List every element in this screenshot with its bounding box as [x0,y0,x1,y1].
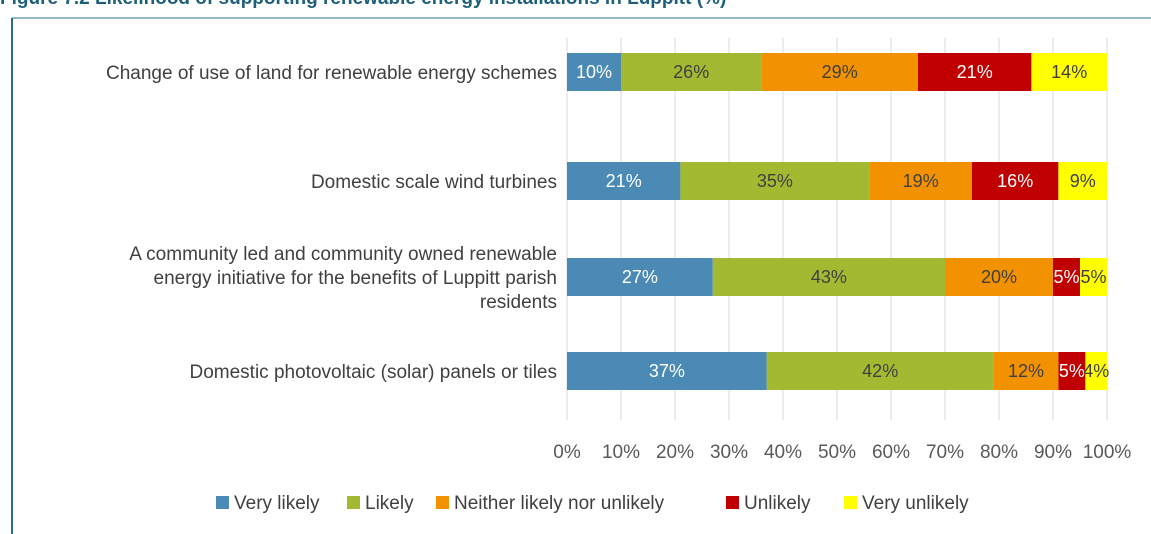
bar-value-label: 9% [1070,171,1096,191]
bar-value-label: 43% [811,267,847,287]
bar-value-label: 5% [1053,267,1079,287]
bar-value-label: 10% [576,62,612,82]
bar-segment [1058,162,1107,200]
bar-segment [680,162,870,200]
x-axis-ticks: 0% 10% 20% 30% 40% 50% 60% 70% 80% 90% 100% [553,442,1131,463]
bar-value-label: 42% [862,361,898,381]
bar-segment [567,258,713,296]
bar-segment [567,53,621,91]
x-tick-label: 10% [602,442,640,463]
bar-segment [918,53,1032,91]
bars: 10% 26% 29% 21% 14% 21% 35% 19% 16% 9% 27% 43% 20% 5%… [567,53,1109,390]
bar-segment [567,162,681,200]
bar-value-label: 21% [957,62,993,82]
legend-entry: Likely [365,493,414,514]
category-label: energy initiative for the benefits of Lu… [154,268,557,289]
bar-value-label: 26% [673,62,709,82]
bar-segment [761,53,918,91]
legend-entry: Neither likely nor unlikely [454,493,665,514]
x-tick-label: 100% [1083,442,1132,463]
bar-value-label: 37% [649,361,685,381]
bar-segment [1058,352,1086,390]
x-tick-label: 90% [1034,442,1072,463]
bar-value-label: 27% [622,267,658,287]
legend: Very likely Likely Neither likely nor unli… [216,493,969,514]
bar-segment [567,352,767,390]
x-tick-label: 70% [926,442,964,463]
bar-segment [993,352,1059,390]
bar-value-label: 29% [822,62,858,82]
category-label: Domestic photovoltaic (solar) panels or … [190,362,558,383]
bar-segment [712,258,945,296]
bar-segment [766,352,994,390]
bar-segment [1031,53,1107,91]
legend-swatch [347,496,360,509]
bar-segment [1053,258,1080,296]
category-label: residents [480,292,557,313]
bar-segment [1085,352,1107,390]
legend-swatch [844,496,857,509]
bar-value-label: 16% [997,171,1033,191]
bar-value-label: 14% [1051,62,1087,82]
x-tick-label: 20% [656,442,694,463]
category-label: Domestic scale wind turbines [311,172,557,193]
category-label: A community led and community owned rene… [129,244,557,265]
category-labels: Change of use of land for renewable ener… [106,63,557,383]
bar-value-label: 5% [1059,361,1085,381]
legend-swatch [726,496,739,509]
bar-value-label: 4% [1083,361,1109,381]
bar-segment [945,258,1053,296]
figure-title: Figure 7.2 Likelihood of supporting rene… [0,0,726,10]
x-tick-label: 80% [980,442,1018,463]
bar-value-label: 19% [903,171,939,191]
bar-value-label: 21% [606,171,642,191]
legend-entry: Very likely [234,493,320,514]
bar-segment [972,162,1059,200]
x-tick-label: 40% [764,442,802,463]
bar-segment [621,53,762,91]
category-label: Change of use of land for renewable ener… [106,63,557,84]
x-tick-label: 60% [872,442,910,463]
bar-value-label: 12% [1008,361,1044,381]
legend-swatch [436,496,449,509]
bar-segment [1080,258,1107,296]
legend-swatch [216,496,229,509]
bar-segment [869,162,972,200]
bar-value-label: 35% [757,171,793,191]
bar-value-label: 5% [1080,267,1106,287]
x-tick-label: 30% [710,442,748,463]
x-tick-label: 50% [818,442,856,463]
bar-value-label: 20% [981,267,1017,287]
legend-entry: Very unlikely [862,493,969,514]
legend-entry: Unlikely [744,493,811,514]
x-tick-label: 0% [553,442,581,463]
